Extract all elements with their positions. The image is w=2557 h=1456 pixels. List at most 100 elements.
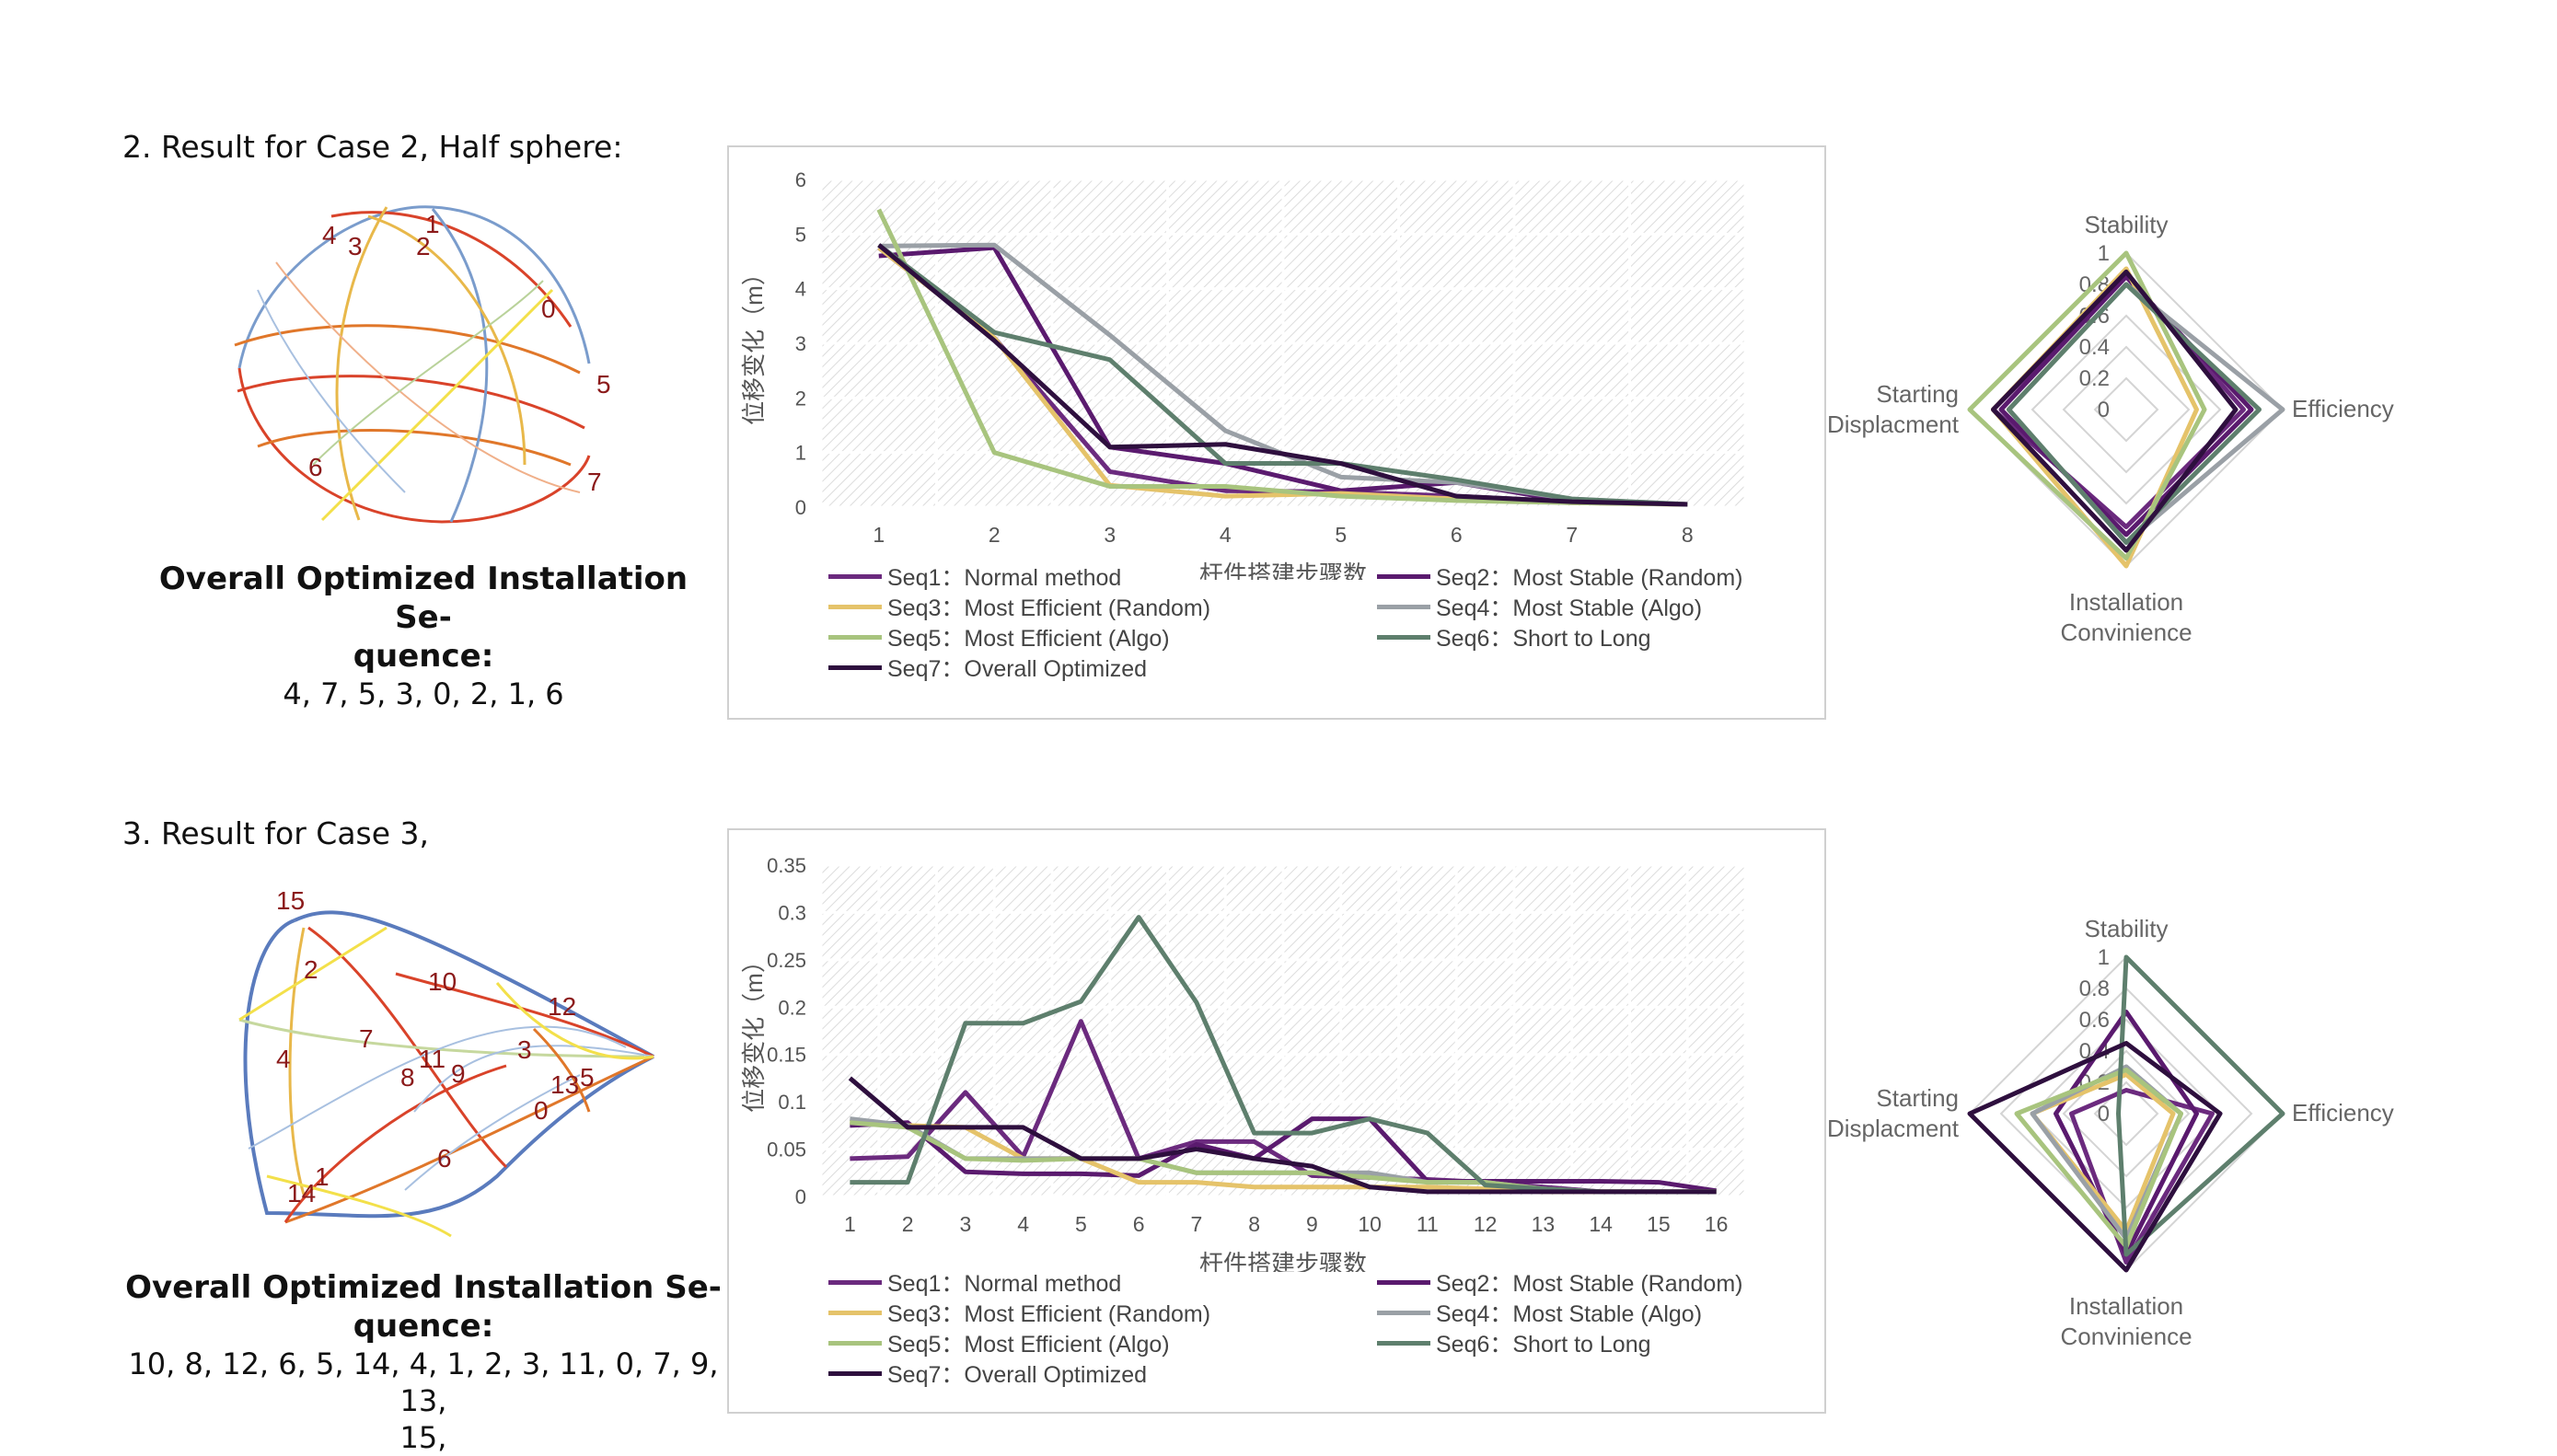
legend-label: Seq6：Short to Long <box>1436 1332 1651 1358</box>
y-tick-label: 0.3 <box>778 901 806 924</box>
series-line-seq2 <box>850 1116 1717 1194</box>
radar-axis-label: Efficiency <box>2292 395 2394 422</box>
model-label: 4 <box>276 1045 291 1073</box>
y-tick-label: 1 <box>795 442 806 465</box>
legend-item: Seq7：Overall Optimized <box>828 1357 1147 1390</box>
legend-swatch <box>1377 1279 1430 1285</box>
radar-tick-label: 0.4 <box>2079 335 2110 360</box>
radar-series-seq1 <box>1991 274 2246 529</box>
model-label: 2 <box>416 232 431 260</box>
x-tick-label: 13 <box>1532 1212 1556 1236</box>
model-member <box>237 367 591 524</box>
series-line-seq7 <box>848 1076 1717 1195</box>
model-member <box>495 982 654 1060</box>
model-member <box>257 429 572 467</box>
model-label: 1 <box>425 210 440 238</box>
model-label: 13 <box>550 1070 579 1099</box>
legend-item: Seq5：Most Efficient (Algo) <box>828 1326 1170 1359</box>
cone-model: 15 2 10 12 7 4 11 8 9 3 13 5 0 6 14 1 <box>238 886 654 1238</box>
radar-axis-label: Stability <box>2084 915 2168 942</box>
radar-axis-label: Installation Convinience <box>2060 1292 2192 1350</box>
legend-label: Seq2：Most Stable (Random) <box>1436 1271 1743 1297</box>
legend-label: Seq3：Most Efficient (Random) <box>887 1301 1211 1327</box>
legend-label: Seq2：Most Stable (Random) <box>1436 565 1743 591</box>
legend-swatch <box>1377 634 1430 640</box>
legend-label: Seq7：Overall Optimized <box>887 656 1148 682</box>
model-label: 5 <box>580 1063 595 1092</box>
legend-swatch <box>828 1279 882 1285</box>
radar-tick-label: 1 <box>2098 241 2110 266</box>
radar-axis-label: Starting Displacment <box>1827 380 1960 438</box>
legend-item: Seq6：Short to Long <box>1377 620 1651 653</box>
model-label: 14 <box>287 1179 316 1208</box>
radar-grid <box>2062 345 2191 474</box>
model-member <box>320 288 554 522</box>
legend-item: Seq4：Most Stable (Algo) <box>1377 1296 1702 1329</box>
radar-series-seq7 <box>1991 269 2239 553</box>
legend-item: Seq2：Most Stable (Random) <box>1377 1265 1742 1299</box>
legend-label: Seq5：Most Efficient (Algo) <box>887 1332 1170 1358</box>
x-tick-label: 2 <box>989 523 1001 547</box>
model-member <box>283 1064 507 1223</box>
model-label: 11 <box>419 1045 445 1073</box>
radar-series-seq7 <box>1967 1041 2223 1273</box>
model-label: 6 <box>308 453 323 481</box>
model-label: 4 <box>322 221 337 249</box>
radar-tick-label: 0 <box>2098 398 2110 422</box>
model-member <box>238 926 388 1022</box>
model-member <box>532 1027 591 1113</box>
legend-swatch <box>828 1310 882 1315</box>
x-tick-label: 4 <box>1017 1212 1029 1236</box>
sequence-values: 4, 7, 5, 3, 0, 2, 1, 6 <box>283 676 564 711</box>
model-member <box>288 927 306 1196</box>
model-member <box>404 1074 581 1191</box>
y-tick-label: 5 <box>795 223 806 246</box>
y-tick-label: 3 <box>795 332 806 355</box>
radar-axis-label: Starting Displacment <box>1827 1084 1960 1142</box>
y-tick-label: 0.35 <box>767 854 806 877</box>
radar-series-seq6 <box>2116 954 2285 1257</box>
legend-item: Seq3：Most Efficient (Random) <box>828 1296 1210 1329</box>
radar-grid <box>2093 1080 2159 1147</box>
x-tick-label: 6 <box>1133 1212 1145 1236</box>
legend-label: Seq3：Most Efficient (Random) <box>887 595 1211 621</box>
model-label: 8 <box>400 1063 415 1092</box>
radar-axis-label: Installation Convinience <box>2060 588 2192 646</box>
model-label: 3 <box>517 1035 532 1064</box>
line-chart-panel: 0 0.05 0.1 0.15 0.2 0.25 0.3 0.35 1 2 3 4 5 6 7 8 9 10 11 1… <box>727 828 1826 1414</box>
section-title: 3. Result for Case 3, <box>122 815 430 851</box>
radar-tick-label: 0.6 <box>2079 1008 2110 1033</box>
x-axis-label: 杆件搭建步骤数 <box>1199 560 1367 580</box>
legend-swatch <box>1377 604 1430 609</box>
x-tick-label: 3 <box>959 1212 971 1236</box>
sequence-summary: Overall Optimized Installation Se- quenc… <box>120 1268 727 1456</box>
x-tick-label: 7 <box>1190 1212 1202 1236</box>
section-title: 2. Result for Case 2, Half sphere: <box>122 129 623 165</box>
radar-series-seq1 <box>2069 1088 2215 1265</box>
y-tick-label: 0 <box>795 496 806 519</box>
model-member <box>257 289 406 493</box>
legend-label: Seq1：Normal method <box>887 565 1122 591</box>
series-line-seq6 <box>877 243 1688 507</box>
x-tick-label: 10 <box>1358 1212 1382 1236</box>
legend-swatch <box>828 634 882 640</box>
legend-swatch <box>1377 573 1430 579</box>
legend-item: Seq2：Most Stable (Random) <box>1377 560 1742 593</box>
y-tick-label: 4 <box>795 278 806 301</box>
model-label: 3 <box>348 232 363 260</box>
radar-tick-label: 1 <box>2098 945 2110 970</box>
model-member <box>266 1174 452 1238</box>
x-tick-label: 5 <box>1075 1212 1087 1236</box>
y-tick-label: 6 <box>795 168 806 191</box>
model-label: 9 <box>451 1059 466 1088</box>
model-member <box>294 910 654 1058</box>
x-tick-label: 3 <box>1104 523 1116 547</box>
model-label: 6 <box>437 1144 452 1173</box>
legend-swatch <box>828 573 882 579</box>
model-label: 15 <box>276 886 305 915</box>
model-member <box>234 324 581 375</box>
legend-swatch <box>1377 1310 1430 1315</box>
x-tick-label: 6 <box>1451 523 1463 547</box>
x-axis-label: 杆件搭建步骤数 <box>1199 1250 1367 1272</box>
radar-grid <box>2093 376 2159 443</box>
